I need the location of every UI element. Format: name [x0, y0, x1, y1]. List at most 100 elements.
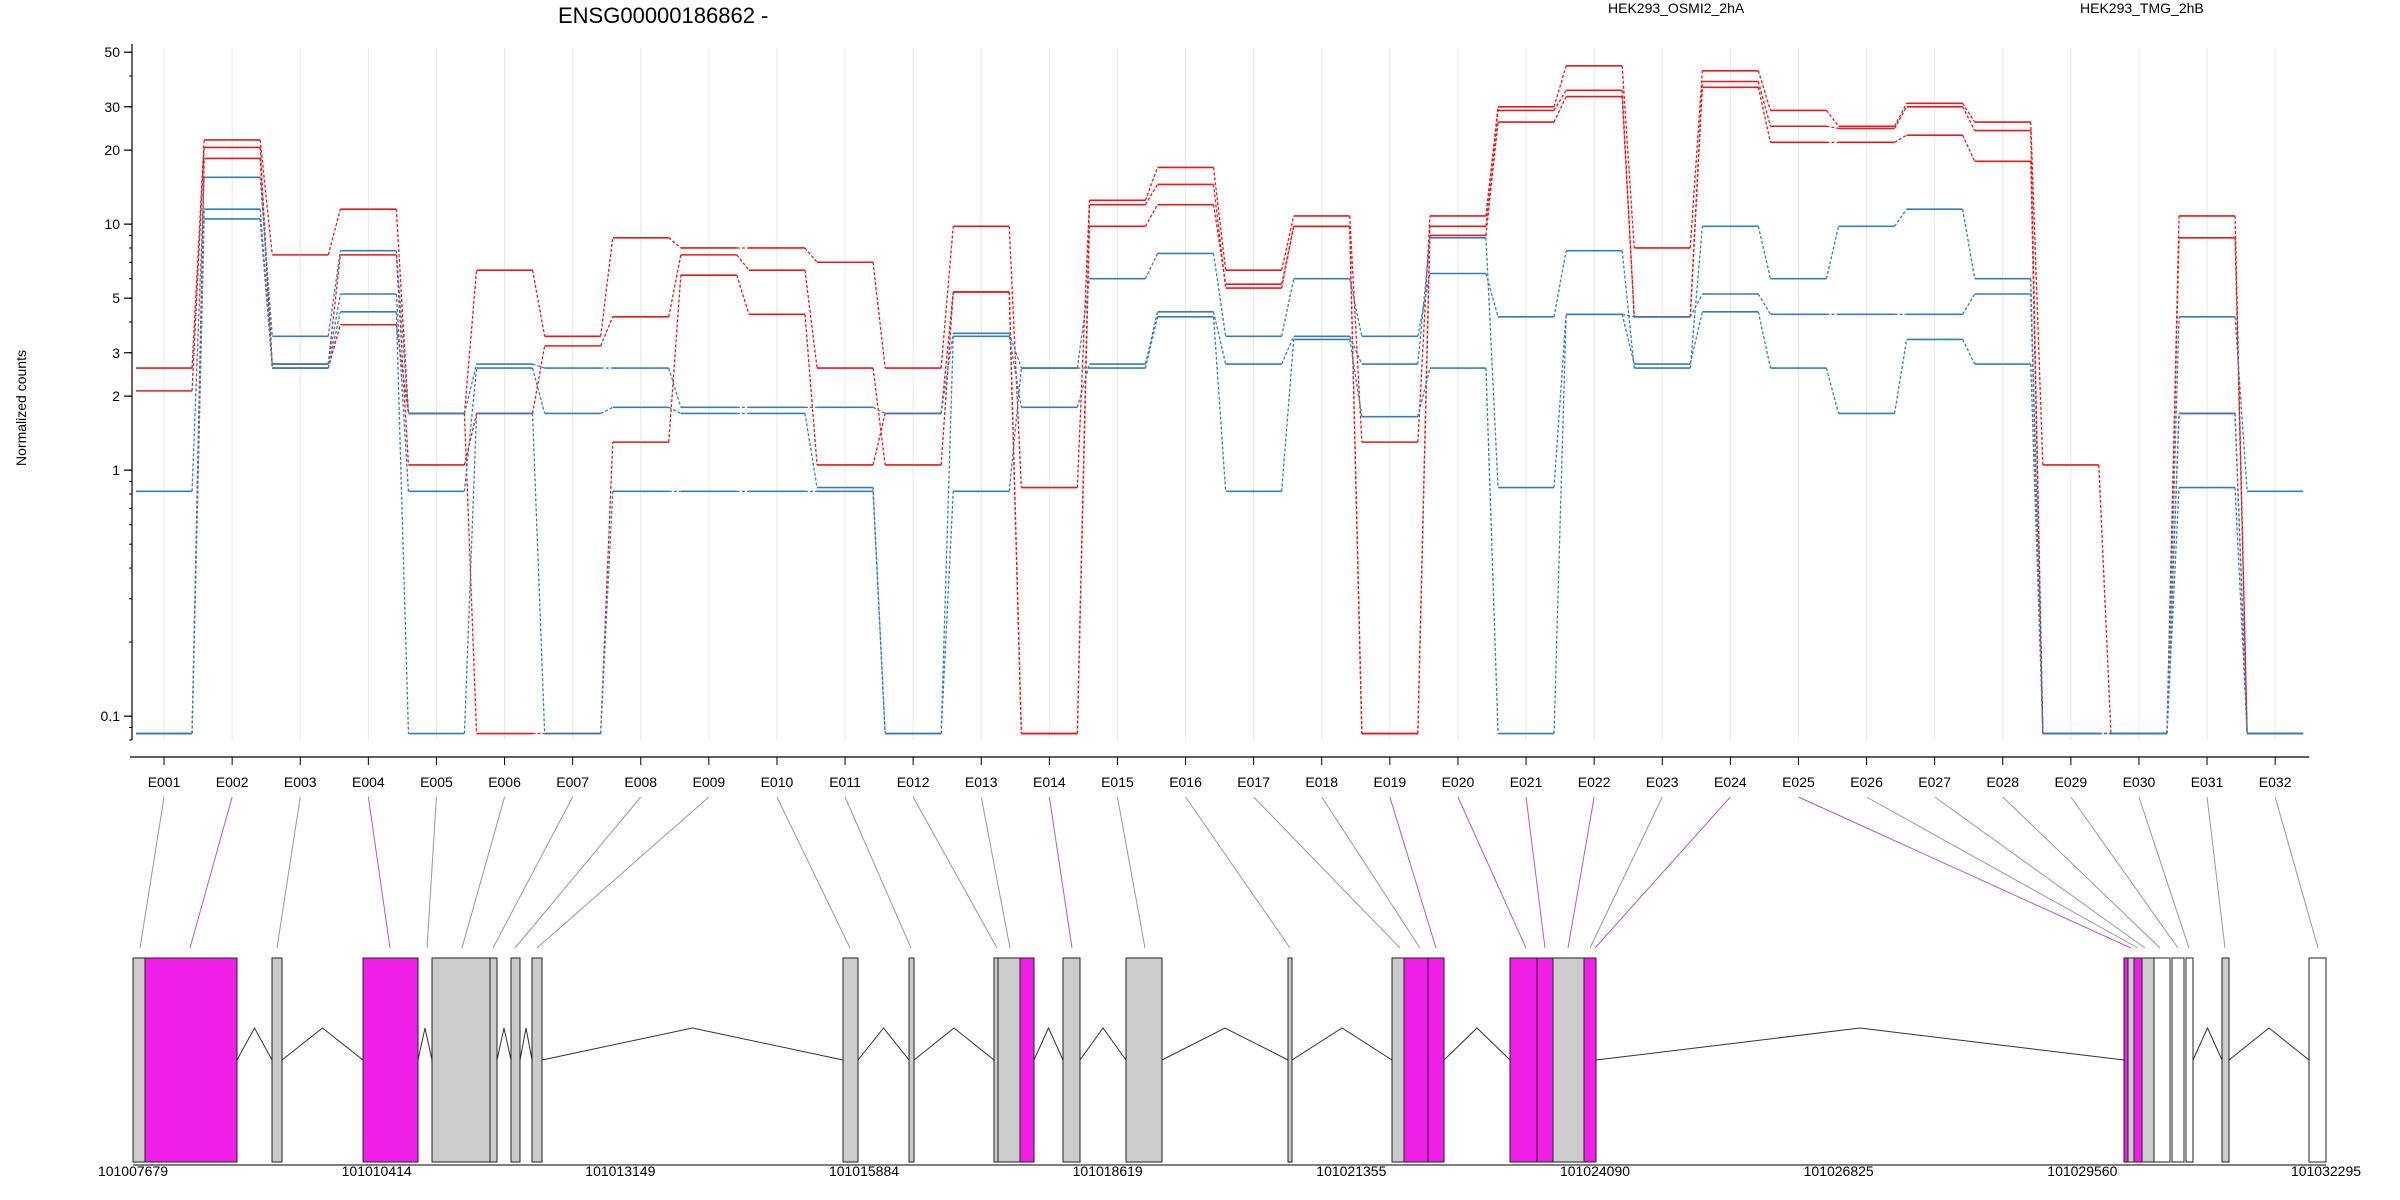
exon-block: [1403, 957, 1429, 1163]
series-ramp: [1349, 339, 1363, 417]
series-ramp: [1281, 336, 1295, 365]
series-ramp: [1076, 278, 1091, 369]
exon-block: [1552, 957, 1585, 1163]
exon-connector: [1589, 796, 1663, 949]
series-ramp: [1144, 167, 1159, 201]
series-ramp: [940, 491, 954, 734]
series-ramp: [259, 139, 273, 255]
series-ramp: [1417, 273, 1431, 337]
exon-connector: [426, 796, 437, 949]
series-ramp: [1212, 253, 1227, 337]
exon-block: [1427, 957, 1445, 1163]
x-tick-label: E022: [1578, 774, 1611, 790]
series-ramp: [940, 291, 954, 414]
series-ramp: [1144, 204, 1159, 227]
x-tick-label: E012: [897, 774, 930, 790]
exon-connector: [1934, 796, 2146, 949]
series-ramp: [804, 247, 818, 263]
series-ramp: [1825, 109, 1840, 127]
series-ramp: [1485, 110, 1499, 227]
series-ramp: [668, 367, 682, 408]
series-lines: [136, 65, 2304, 735]
exon-connector: [514, 796, 642, 949]
exon-connector: [912, 796, 998, 949]
exon-connector: [1321, 796, 1421, 949]
series-ramp: [1553, 314, 1567, 734]
series-ramp: [191, 177, 205, 492]
series-ramp: [940, 291, 954, 465]
exon-block: [1583, 957, 1597, 1163]
genomic-tick-label: 101018619: [1073, 1163, 1143, 1179]
series-ramp: [395, 250, 410, 414]
series-ramp: [872, 491, 886, 734]
x-tick-label: E013: [965, 774, 998, 790]
series-ramp: [2030, 364, 2044, 734]
x-tick-label: E010: [761, 774, 794, 790]
series-ramp: [395, 293, 410, 492]
intron-line: [913, 1027, 995, 1061]
series-ramp: [1553, 250, 1567, 317]
series-ramp: [1689, 311, 1703, 365]
series-ramp: [1962, 339, 1976, 365]
x-tick-label: E002: [216, 774, 249, 790]
series-ramp: [327, 250, 341, 337]
legend-label-osmi2: HEK293_OSMI2_2hA: [1608, 0, 1745, 16]
series-ramp: [1417, 235, 1431, 734]
series-ramp: [804, 413, 818, 488]
series-ramp: [1008, 291, 1022, 734]
series-ramp: [2030, 161, 2044, 734]
series-ramp: [872, 413, 886, 466]
exon-block: [2185, 957, 2194, 1163]
exon-block: [2171, 957, 2185, 1163]
x-tick-label: E023: [1646, 774, 1679, 790]
series-ramp: [532, 363, 545, 369]
x-tick-label: E020: [1442, 774, 1475, 790]
exon-connector: [367, 796, 391, 949]
exon-block: [1391, 957, 1405, 1163]
exon-connectors: [139, 796, 2319, 949]
intron-line: [496, 1027, 512, 1061]
exon-connector: [1253, 796, 1401, 949]
exon-block: [2308, 957, 2327, 1163]
series-ramp: [327, 293, 341, 365]
exon-block: [144, 957, 238, 1163]
series-ramp: [1962, 209, 1976, 279]
series-ramp: [1894, 134, 1907, 143]
series-ramp: [668, 275, 682, 443]
series-ramp: [395, 254, 410, 465]
exon-block: [997, 957, 1021, 1163]
exon-connector: [2138, 796, 2190, 949]
intron-line: [1443, 1027, 1511, 1061]
exon-block: [1019, 957, 1035, 1163]
intron-line: [2228, 1027, 2310, 1061]
series-ramp: [1144, 311, 1159, 365]
y-tick-label: 20: [104, 142, 120, 158]
x-axis: E001 E002 E003 E004 E005 E006 E007 E008 E009 E010…: [130, 756, 2310, 790]
exon-connector: [139, 796, 165, 949]
exon-connector: [461, 796, 506, 949]
x-tick-label: E032: [2259, 774, 2292, 790]
series-ramp: [2234, 316, 2248, 492]
y-axis: 0.1 1 2 3 5 10 20 30 50: [101, 44, 133, 741]
series-ramp: [1008, 333, 1022, 369]
series-ramp: [1417, 215, 1431, 443]
x-tick-label: E028: [1986, 774, 2019, 790]
series-ramp: [1689, 70, 1703, 249]
legend-label-tmg: HEK293_TMG_2hB: [2080, 0, 2204, 16]
series-ramp: [1757, 70, 1772, 111]
exon-block: [2153, 957, 2171, 1163]
series-ramp: [1893, 339, 1908, 414]
series-ramp: [1757, 226, 1772, 279]
series-ramp: [600, 316, 614, 347]
exon-connector: [1116, 796, 1146, 949]
series-ramp: [1757, 293, 1772, 315]
series-ramp: [600, 491, 614, 734]
series-ramp: [1212, 311, 1227, 365]
series-ramp: [600, 237, 614, 337]
exon-connector: [844, 796, 912, 949]
series-ramp: [1076, 200, 1091, 488]
series-ramp: [1962, 293, 1976, 315]
genomic-tick-label: 101029560: [2047, 1163, 2117, 1179]
exon-connector: [2002, 796, 2161, 949]
